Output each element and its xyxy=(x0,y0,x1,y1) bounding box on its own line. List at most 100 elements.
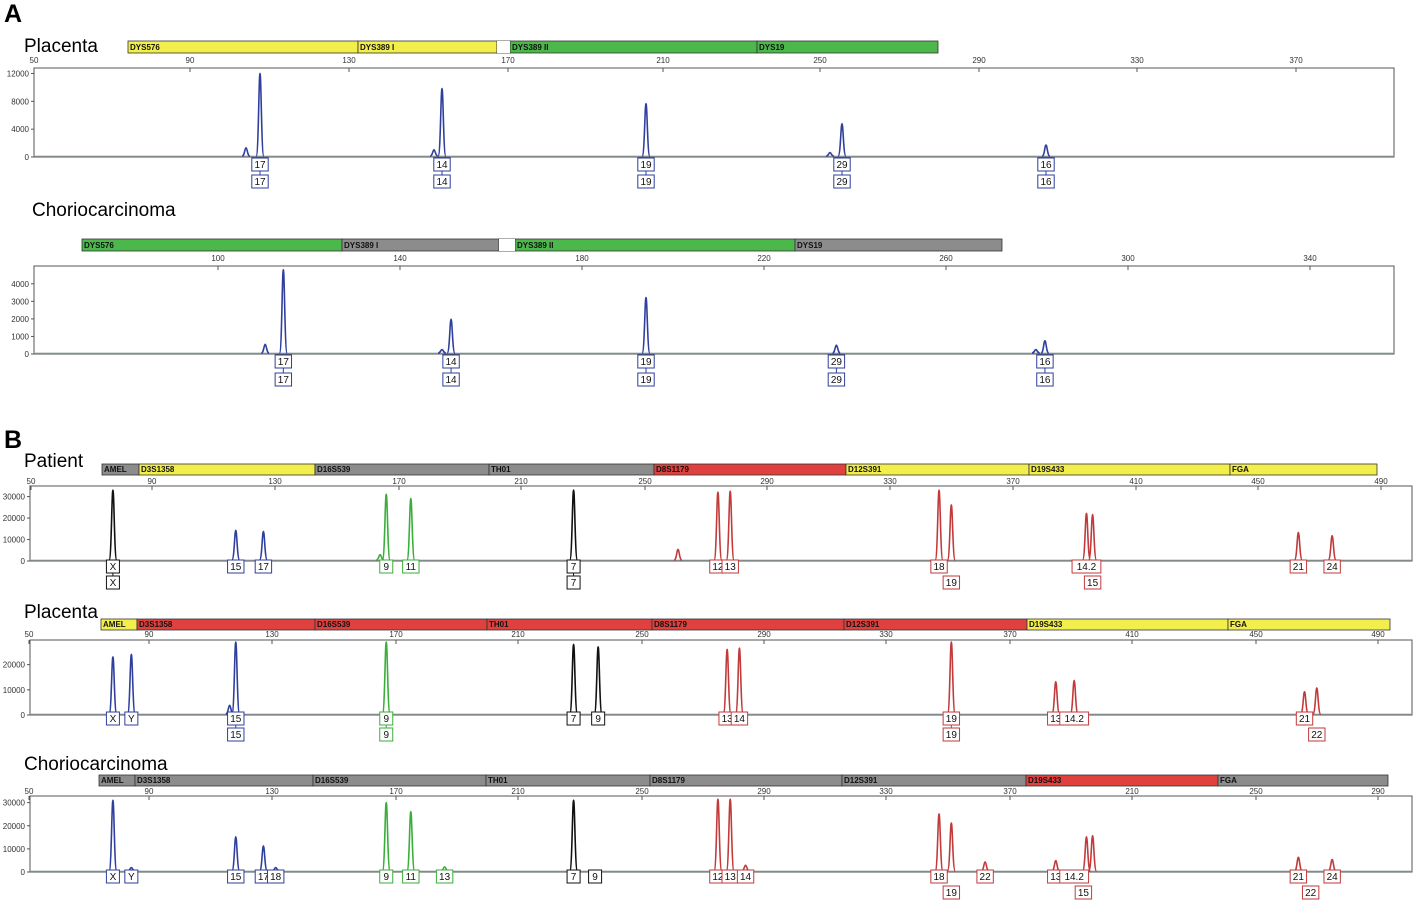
allele-box xyxy=(435,869,454,884)
locus-label: D12S391 xyxy=(844,776,878,785)
allele-label: 14.2 xyxy=(1064,714,1084,725)
locus-label: D12S391 xyxy=(846,620,880,629)
y-tick-label: 20000 xyxy=(3,822,26,831)
y-tick-label: 8000 xyxy=(11,97,29,106)
peak-b-placenta-11 xyxy=(1069,679,1079,715)
allele-label: 21 xyxy=(1293,872,1305,883)
allele-box xyxy=(227,559,245,574)
allele-box xyxy=(1295,711,1314,726)
allele-label: 7 xyxy=(571,872,577,883)
allele-label: 9 xyxy=(383,730,389,741)
locus-label: DYS576 xyxy=(84,241,114,250)
locus-label: D8S1179 xyxy=(656,465,689,474)
locus-bar-dys19 xyxy=(756,40,939,54)
x-tick-label: 410 xyxy=(1125,630,1139,639)
y-tick-label: 0 xyxy=(21,868,26,877)
peak-b-placenta-0 xyxy=(108,656,118,715)
x-tick-label: 370 xyxy=(1003,630,1017,639)
allele-label: 7 xyxy=(571,578,577,589)
x-tick-label: 290 xyxy=(1371,787,1385,796)
x-tick-label: 370 xyxy=(1003,787,1017,796)
x-tick-label: 210 xyxy=(514,477,528,486)
peak-b-placenta-13 xyxy=(1312,687,1322,715)
allele-label: 7 xyxy=(571,714,577,725)
x-tick-label: 90 xyxy=(145,787,154,796)
y-tick-label: 20000 xyxy=(3,514,26,523)
x-tick-label: 90 xyxy=(148,477,157,486)
peak-b-patient-4 xyxy=(381,493,391,561)
allele-label: 18 xyxy=(933,562,945,573)
peak-b-patient-2 xyxy=(258,530,269,561)
y-tick-label: 3000 xyxy=(11,297,29,306)
locus-label: AMEL xyxy=(103,620,126,629)
locus-label: D8S1179 xyxy=(654,620,687,629)
panel-title-a-chorio: Choriocarcinoma xyxy=(32,200,176,221)
allele-label: Y xyxy=(128,714,135,725)
allele-label: 19 xyxy=(946,730,958,741)
x-tick-label: 210 xyxy=(511,787,525,796)
peak-a-chorio-6 xyxy=(1031,348,1040,354)
panel-title-a-placenta: Placenta xyxy=(24,36,98,57)
allele-label: 24 xyxy=(1327,562,1339,573)
peak-a-placenta-2 xyxy=(429,149,439,157)
allele-label: 9 xyxy=(383,714,389,725)
peak-b-patient-0 xyxy=(108,489,118,561)
peak-b-chorio-18 xyxy=(1294,856,1303,872)
locus-label: D19S433 xyxy=(1031,465,1065,474)
x-tick-label: 330 xyxy=(1130,56,1144,65)
allele-label: 22 xyxy=(1305,888,1317,899)
allele-label: 9 xyxy=(383,872,389,883)
panel-title-b-patient: Patient xyxy=(24,451,84,472)
locus-label: DYS389 I xyxy=(360,43,394,52)
locus-label: TH01 xyxy=(491,465,511,474)
allele-label: 13 xyxy=(725,562,737,573)
peak-a-chorio-4 xyxy=(641,296,651,354)
allele-label: 12 xyxy=(712,562,724,573)
allele-box xyxy=(1301,885,1320,900)
peak-b-placenta-4 xyxy=(381,641,391,715)
panel-b-placenta: AMEL D3S1358 D16S539 TH01 D8S1179 D12S391 D19S… xyxy=(3,618,1413,742)
y-tick-label: 12000 xyxy=(7,69,30,78)
allele-label: 19 xyxy=(640,375,652,386)
peak-b-chorio-16 xyxy=(1081,835,1092,872)
y-tick-label: 1000 xyxy=(11,332,29,341)
panel-b-chorio: AMEL D3S1358 D16S539 TH01 D8S1179 D12S391 D19S… xyxy=(3,774,1413,900)
locus-label: FGA xyxy=(1232,465,1249,474)
peak-a-placenta-4 xyxy=(641,102,651,157)
peak-a-chorio-1 xyxy=(278,268,288,354)
peak-a-placenta-7 xyxy=(1041,144,1051,157)
allele-label: 14 xyxy=(446,375,458,386)
peak-b-chorio-8 xyxy=(568,799,579,872)
locus-label: TH01 xyxy=(489,620,509,629)
allele-label: 16 xyxy=(1039,375,1051,386)
allele-label: 14 xyxy=(740,872,752,883)
y-tick-label: 2000 xyxy=(11,315,29,324)
allele-box xyxy=(942,885,961,900)
allele-label: 29 xyxy=(831,357,843,368)
allele-label: 14 xyxy=(436,160,448,171)
plot-frame xyxy=(33,265,1395,355)
x-tick-label: 90 xyxy=(186,56,195,65)
x-tick-label: 50 xyxy=(25,630,34,639)
allele-label: 14.2 xyxy=(1064,872,1084,883)
allele-label: 17 xyxy=(278,375,290,386)
y-tick-label: 30000 xyxy=(3,493,26,502)
allele-box xyxy=(1289,869,1308,884)
peak-a-chorio-3 xyxy=(446,318,456,354)
allele-box xyxy=(1323,869,1341,884)
allele-box xyxy=(730,711,749,726)
allele-label: 19 xyxy=(946,714,958,725)
x-tick-label: 180 xyxy=(575,254,589,263)
allele-label: 15 xyxy=(230,562,242,573)
peak-b-patient-6 xyxy=(568,489,579,561)
y-tick-label: 10000 xyxy=(3,845,26,854)
allele-label: X xyxy=(110,562,117,573)
allele-label: 21 xyxy=(1293,562,1305,573)
peak-b-patient-7 xyxy=(673,548,683,561)
x-tick-label: 250 xyxy=(1249,787,1263,796)
allele-box xyxy=(566,869,581,884)
peak-b-chorio-15 xyxy=(1051,859,1060,872)
allele-label: 19 xyxy=(640,160,652,171)
locus-label: DYS389 I xyxy=(344,241,378,250)
